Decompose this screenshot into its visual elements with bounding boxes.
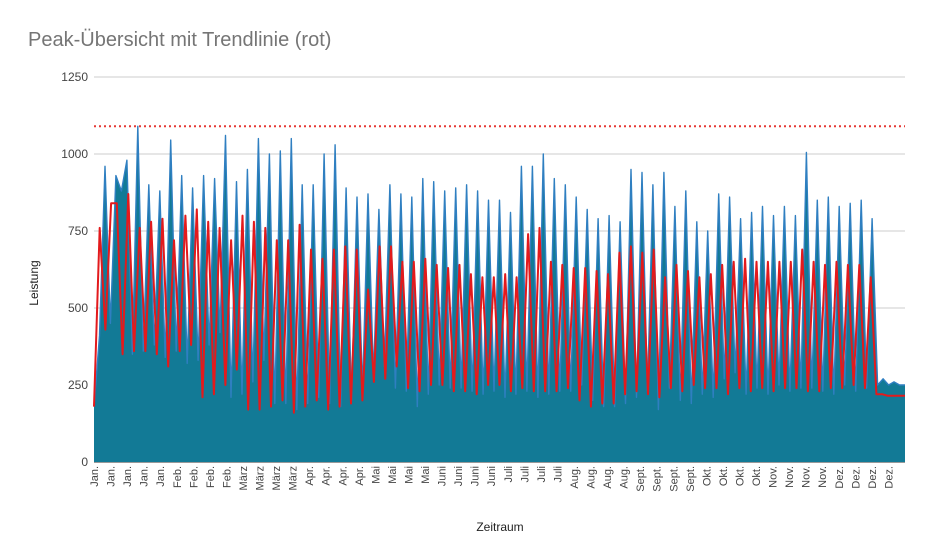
y-tick-label: 750 — [68, 224, 88, 238]
x-tick-label: Nov. — [784, 466, 796, 488]
x-tick-label: Juni — [437, 466, 449, 486]
x-tick-label: Nov. — [768, 466, 780, 488]
x-tick-label: Juni — [453, 466, 465, 486]
x-tick-label: Jan. — [155, 466, 167, 487]
x-tick-label: Feb. — [221, 466, 233, 488]
x-tick-label: Aug. — [619, 466, 631, 489]
x-tick-label: Mai — [420, 466, 432, 484]
x-tick-label: Apr. — [304, 466, 316, 486]
series-layer — [93, 125, 905, 463]
x-tick-label: Juni — [486, 466, 498, 486]
x-tick-label: Sept. — [635, 466, 647, 492]
x-tick-label: Juli — [536, 466, 548, 483]
x-tick-label: Dez. — [850, 466, 862, 489]
x-tick-label: Jan. — [139, 466, 151, 487]
x-tick-label: Sept. — [685, 466, 697, 492]
y-tick-label: 0 — [81, 455, 88, 469]
x-tick-label: Juli — [552, 466, 564, 483]
x-tick-label: Feb. — [172, 466, 184, 488]
x-tick-label: Juli — [519, 466, 531, 483]
x-tick-label: Jan. — [122, 466, 134, 487]
x-tick-label: März — [238, 466, 250, 490]
y-tick-label: 500 — [68, 301, 88, 315]
x-axis-label: Zeitraum — [476, 520, 524, 534]
x-tick-label: Okt. — [718, 466, 730, 486]
y-tick-label: 1250 — [61, 70, 88, 84]
x-tick-label: März — [288, 466, 300, 490]
y-tick-label: 250 — [68, 378, 88, 392]
x-tick-label: Mai — [370, 466, 382, 484]
x-tick-label: Aug. — [569, 466, 581, 489]
x-tick-label: Dez. — [883, 466, 895, 489]
x-tick-label: Nov. — [801, 466, 813, 488]
chart-title: Peak-Übersicht mit Trendlinie (rot) — [28, 29, 332, 51]
x-tick-label: Feb. — [205, 466, 217, 488]
x-tick-label: Juli — [503, 466, 515, 483]
y-tick-label: 1000 — [61, 147, 88, 161]
x-tick-label: Aug. — [602, 466, 614, 489]
x-tick-label: Nov. — [817, 466, 829, 488]
x-tick-label: Dez. — [834, 466, 846, 489]
y-tick-labels: 0 250 500 750 1000 1250 — [61, 70, 88, 469]
x-tick-label: Apr. — [354, 466, 366, 486]
x-tick-label: Aug. — [586, 466, 598, 489]
x-tick-label: März — [271, 466, 283, 490]
x-tick-label: Okt. — [751, 466, 763, 486]
x-tick-label: Juni — [470, 466, 482, 486]
x-tick-label: Jan. — [106, 466, 118, 487]
x-tick-label: Jan. — [89, 466, 101, 487]
x-tick-label: Okt. — [701, 466, 713, 486]
x-tick-label: Okt. — [735, 466, 747, 486]
x-tick-label: März — [255, 466, 267, 490]
x-tick-label: Dez. — [867, 466, 879, 489]
trend-line — [93, 193, 905, 414]
x-tick-label: Apr. — [337, 466, 349, 486]
x-tick-label: Mai — [404, 466, 416, 484]
x-tick-label: Mai — [387, 466, 399, 484]
x-tick-label: Sept. — [652, 466, 664, 492]
x-tick-labels: Jan. Jan. Jan. Jan. Jan. Feb. Feb. Feb. Feb. März… — [89, 466, 895, 492]
x-tick-label: Sept. — [668, 466, 680, 492]
series-area — [94, 126, 905, 463]
x-tick-label: Apr. — [321, 466, 333, 486]
x-tick-label: Feb. — [188, 466, 200, 488]
